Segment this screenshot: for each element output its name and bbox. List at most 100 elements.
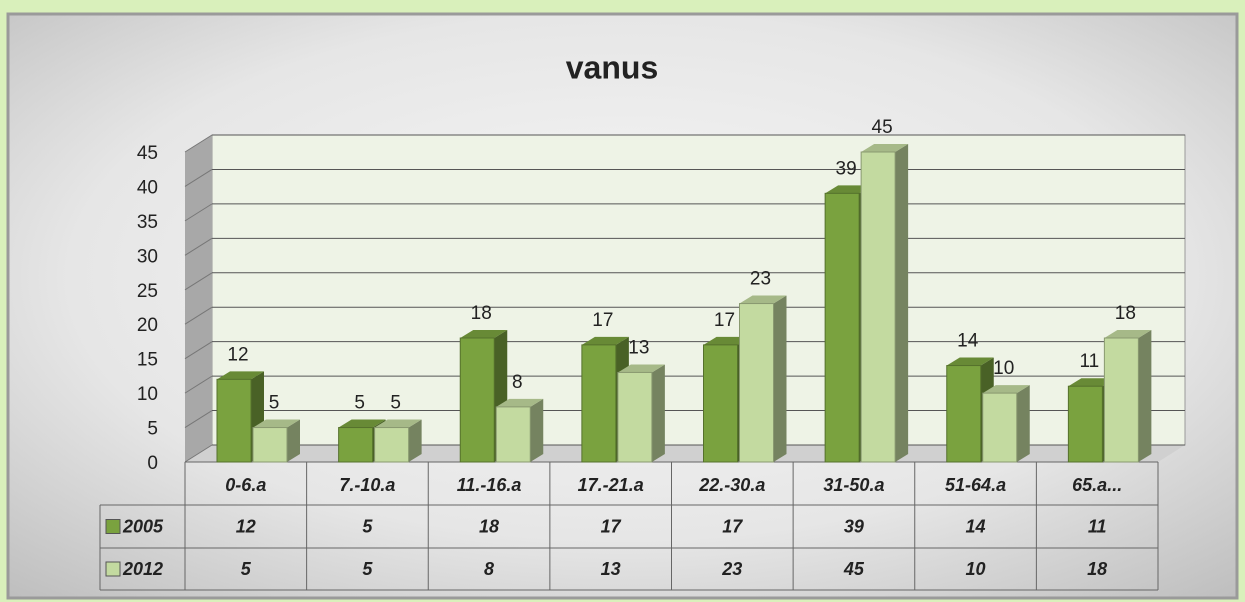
bar	[459, 337, 495, 463]
bar-side	[530, 398, 544, 462]
data-label: 8	[512, 372, 523, 393]
data-label: 45	[872, 117, 893, 138]
data-label: 18	[1115, 303, 1136, 324]
grid-line-side	[184, 203, 213, 222]
grid-line-side	[184, 306, 213, 325]
data-label: 13	[628, 337, 649, 358]
bar	[495, 406, 531, 463]
bar-top	[460, 330, 508, 338]
table-value: 45	[843, 559, 865, 579]
legend-label: 2012	[122, 559, 163, 579]
table-value: 8	[484, 559, 494, 579]
data-label: 39	[836, 158, 857, 179]
table-value: 18	[1087, 559, 1107, 579]
table-value: 17	[722, 516, 743, 536]
table-value: 39	[844, 516, 864, 536]
legend-swatch	[105, 561, 121, 577]
bar-top	[496, 398, 544, 407]
y-tick-label: 5	[147, 419, 158, 440]
bar-top	[703, 336, 751, 345]
bar-top	[1104, 330, 1152, 338]
bar	[703, 344, 738, 463]
y-tick-label: 45	[137, 143, 158, 164]
x-tick-label: 7.-10.a	[339, 475, 395, 495]
bar-side	[773, 295, 787, 462]
data-label: 17	[714, 310, 735, 331]
table-value: 10	[966, 559, 986, 579]
bar	[946, 365, 982, 463]
bar	[860, 151, 896, 463]
y-tick-label: 20	[137, 315, 158, 336]
bar	[824, 192, 860, 463]
data-label: 5	[354, 393, 365, 414]
grid-line-side	[184, 375, 213, 394]
bar-top	[1068, 378, 1116, 387]
bar-top	[825, 185, 873, 194]
bar	[216, 378, 252, 463]
data-label: 18	[471, 303, 492, 324]
bar	[374, 427, 410, 463]
bar-top	[739, 295, 787, 304]
table-value: 11	[1088, 516, 1107, 536]
bar-top	[217, 371, 264, 380]
table-value: 14	[966, 516, 986, 536]
bar-top	[861, 144, 909, 152]
table-value: 13	[601, 559, 621, 579]
grid-line-side	[184, 169, 213, 187]
y-tick-label: 15	[137, 350, 158, 371]
bar-top	[338, 419, 386, 428]
table-value: 12	[236, 516, 256, 536]
data-label: 5	[269, 393, 280, 414]
x-tick-label: 31-50.a	[823, 475, 884, 495]
data-label: 14	[957, 331, 979, 352]
data-label: 23	[750, 269, 771, 290]
bar-top	[374, 419, 422, 428]
floor	[185, 445, 1185, 462]
bar-top	[581, 336, 629, 345]
y-tick-label: 40	[137, 177, 158, 198]
chart-title: vanus	[566, 49, 658, 85]
data-label: 11	[1080, 351, 1100, 372]
table-value: 5	[362, 559, 373, 579]
bar	[1067, 385, 1103, 463]
bar	[617, 371, 653, 463]
legend-label: 2005	[122, 516, 164, 536]
y-tick-label: 30	[137, 246, 158, 267]
x-tick-label: 65.a...	[1072, 475, 1122, 495]
bar-top	[982, 385, 1030, 394]
x-tick-label: 11.-16.a	[457, 475, 522, 495]
table-value: 23	[721, 559, 742, 579]
y-tick-label: 35	[137, 212, 158, 233]
bar-top	[617, 364, 665, 373]
bar	[581, 344, 617, 463]
bar-side	[895, 144, 909, 462]
table-value: 5	[241, 559, 252, 579]
data-label: 5	[390, 393, 401, 414]
bar-side	[1016, 385, 1030, 462]
table-value: 18	[479, 516, 499, 536]
data-label: 17	[592, 310, 613, 331]
grid-line-side	[184, 341, 213, 360]
grid-line-side	[184, 410, 213, 428]
data-label: 12	[227, 344, 248, 365]
grid-line-side	[184, 272, 213, 291]
bar-top	[946, 357, 994, 366]
data-label: 10	[993, 358, 1014, 379]
y-tick-label: 0	[147, 453, 158, 474]
bar-side	[1138, 330, 1152, 462]
x-tick-label: 0-6.a	[225, 475, 266, 495]
x-tick-label: 22.-30.a	[698, 475, 765, 495]
grid-line-side	[184, 237, 213, 256]
y-tick-label: 10	[137, 384, 158, 405]
grid-line-side	[184, 444, 213, 463]
bar-side	[287, 419, 300, 462]
bar	[982, 392, 1018, 463]
legend-swatch	[105, 519, 121, 534]
y-tick-label: 25	[137, 281, 158, 302]
bar	[1103, 337, 1139, 463]
table-value: 17	[601, 516, 622, 536]
bar	[252, 427, 288, 463]
x-tick-label: 17.-21.a	[578, 475, 644, 495]
table-value: 5	[362, 516, 373, 536]
